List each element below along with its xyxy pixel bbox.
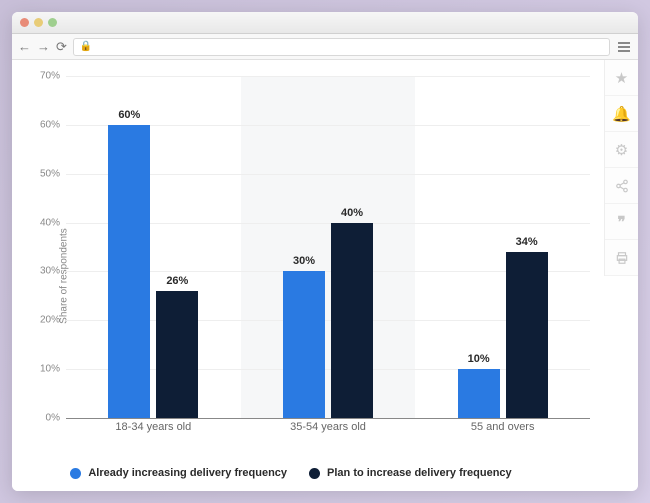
bar-value-label: 40% xyxy=(341,207,363,219)
legend-item: Already increasing delivery frequency xyxy=(70,467,287,479)
close-dot[interactable] xyxy=(20,18,29,27)
print-icon[interactable] xyxy=(605,240,638,276)
star-icon[interactable]: ★ xyxy=(605,60,638,96)
bar: 10% xyxy=(458,369,500,418)
y-tick-label: 10% xyxy=(30,364,60,375)
y-tick-label: 60% xyxy=(30,119,60,130)
bar: 30% xyxy=(283,271,325,418)
url-input[interactable]: 🔒 xyxy=(73,38,610,56)
bar-value-label: 10% xyxy=(468,353,490,365)
maximize-dot[interactable] xyxy=(48,18,57,27)
bar-value-label: 60% xyxy=(118,109,140,121)
bar-group: 30%40% xyxy=(241,76,416,418)
lock-icon: 🔒 xyxy=(80,41,92,52)
bar-value-label: 26% xyxy=(166,275,188,287)
y-tick-label: 40% xyxy=(30,217,60,228)
legend: Already increasing delivery frequency Pla… xyxy=(12,467,570,479)
y-tick-label: 30% xyxy=(30,266,60,277)
share-icon[interactable] xyxy=(605,168,638,204)
bar-value-label: 34% xyxy=(516,236,538,248)
legend-color-dot xyxy=(309,468,320,479)
bell-icon[interactable]: 🔔 xyxy=(605,96,638,132)
y-tick-label: 0% xyxy=(30,413,60,424)
content-area: ★ 🔔 ⚙ ❞ Share of respondents 0%10%20%30%… xyxy=(12,60,638,491)
hamburger-menu-icon[interactable] xyxy=(616,40,632,54)
bar: 40% xyxy=(331,223,373,418)
browser-window: ← → ⟳ 🔒 ★ 🔔 ⚙ ❞ Share of respondents 0%1… xyxy=(12,12,638,491)
back-button[interactable]: ← xyxy=(18,39,31,54)
plot-area: 0%10%20%30%40%50%60%70%60%26%30%40%10%34… xyxy=(66,76,590,419)
bar: 26% xyxy=(156,291,198,418)
x-category-label: 55 and overs xyxy=(415,421,590,441)
bar-group: 60%26% xyxy=(66,76,241,418)
titlebar xyxy=(12,12,638,34)
bar-value-label: 30% xyxy=(293,255,315,267)
legend-label: Already increasing delivery frequency xyxy=(88,467,287,479)
minimize-dot[interactable] xyxy=(34,18,43,27)
chart: Share of respondents 0%10%20%30%40%50%60… xyxy=(12,60,604,491)
gear-icon[interactable]: ⚙ xyxy=(605,132,638,168)
legend-label: Plan to increase delivery frequency xyxy=(327,467,512,479)
x-category-label: 18-34 years old xyxy=(66,421,241,441)
bar: 34% xyxy=(506,252,548,418)
side-toolbar: ★ 🔔 ⚙ ❞ xyxy=(604,60,638,276)
legend-item: Plan to increase delivery frequency xyxy=(309,467,512,479)
legend-color-dot xyxy=(70,468,81,479)
forward-button[interactable]: → xyxy=(37,39,50,54)
y-tick-label: 50% xyxy=(30,168,60,179)
address-bar: ← → ⟳ 🔒 xyxy=(12,34,638,60)
quote-icon[interactable]: ❞ xyxy=(605,204,638,240)
bar-group: 10%34% xyxy=(415,76,590,418)
bar: 60% xyxy=(108,125,150,418)
x-axis: 18-34 years old35-54 years old55 and ove… xyxy=(66,421,590,441)
y-tick-label: 70% xyxy=(30,71,60,82)
x-category-label: 35-54 years old xyxy=(241,421,416,441)
y-tick-label: 20% xyxy=(30,315,60,326)
reload-button[interactable]: ⟳ xyxy=(56,39,67,55)
